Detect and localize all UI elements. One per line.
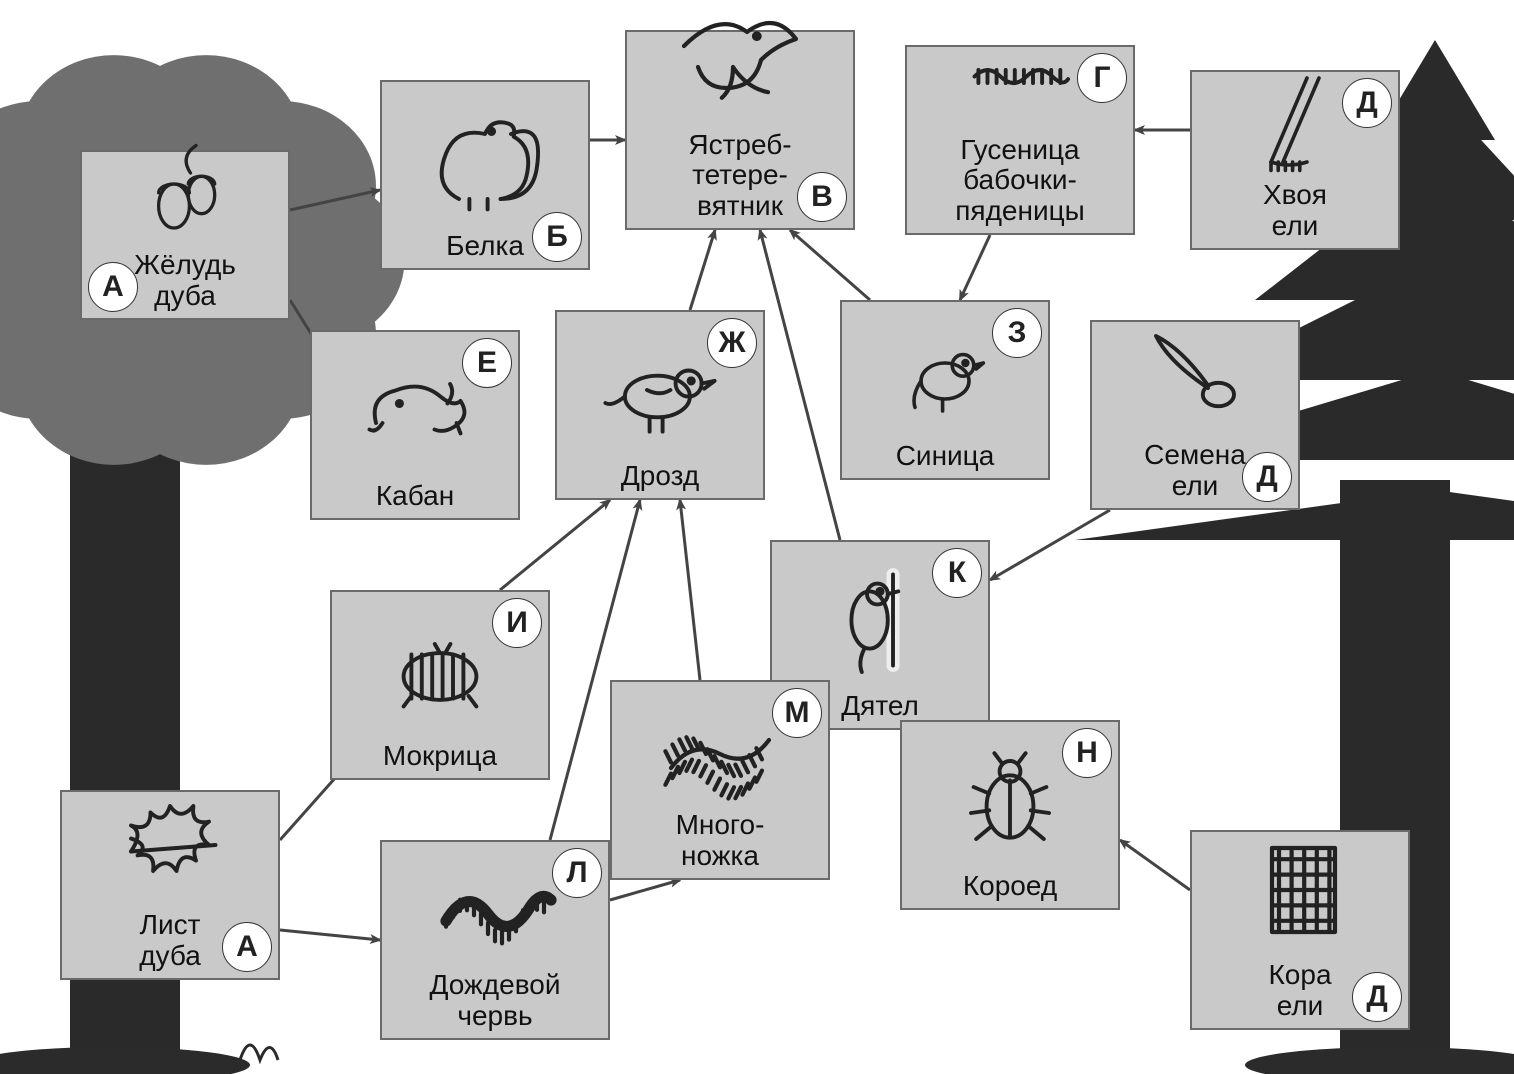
node-boar: Кабан Е [310,330,520,520]
node-label: Синица [896,441,995,472]
node-letter-badge: Б [532,212,582,262]
node-letter-badge: А [222,922,272,972]
node-label: Семена ели [1144,440,1246,502]
node-letter-badge: Л [552,848,602,898]
bark-icon [1198,820,1402,960]
node-label: Короед [963,871,1057,902]
node-earthworm: Дождевой червь Л [380,840,610,1040]
node-needles: Хвоя ели Д [1190,70,1400,250]
node-letter-badge: З [992,308,1042,358]
node-letter-badge: Ж [707,318,757,368]
node-seeds: Семена елиД [1090,320,1300,510]
node-letter-badge: Д [1242,452,1292,502]
node-centipede: Много- ножка М [610,680,830,880]
acorn-icon [88,140,282,250]
squirrel-icon [388,88,582,231]
node-label: Гусеница бабочки- пяденицы [955,135,1085,227]
node-label: Хвоя ели [1263,180,1327,242]
node-label: Кабан [376,481,454,512]
node-barkbeetle: Короед Н [900,720,1120,910]
hawk-icon [633,0,847,130]
node-letter-badge: Е [462,338,512,388]
node-thrush: Дрозд Ж [555,310,765,500]
node-label: Мокрица [383,741,497,772]
node-woodlouse: Мокрица И [330,590,550,780]
food-web-diagram: Жёлудь дубаА БелкаБ Ястреб- тетере- вятн… [0,0,1514,1074]
node-letter-badge: К [932,548,982,598]
node-label: Дрозд [621,461,699,492]
node-letter-badge: Д [1352,972,1402,1022]
node-tit: Синица З [840,300,1050,480]
node-caterpillar: Гусеница бабочки- пяденицы Г [905,45,1135,235]
node-label: Много- ножка [676,810,765,872]
node-label: Ястреб- тетере- вятник [688,130,791,222]
node-hawk: Ястреб- тетере- вятникВ [625,30,855,230]
node-acorn: Жёлудь дубаА [80,150,290,320]
seed-icon [1098,310,1292,440]
node-label: Жёлудь дуба [134,250,236,312]
node-label: Дождевой червь [430,970,561,1032]
node-letter-badge: В [797,172,847,222]
node-oakleaf: Лист дуба А [60,790,280,980]
node-letter-badge: И [492,598,542,648]
node-letter-badge: Д [1342,78,1392,128]
node-letter-badge: Н [1062,728,1112,778]
node-squirrel: Белка Б [380,80,590,270]
node-label: Дятел [841,691,919,722]
node-letter-badge: А [88,262,138,312]
node-label: Кора ели [1268,960,1331,1022]
node-label: Лист дуба [139,910,201,972]
node-bark: Кора ели Д [1190,830,1410,1030]
node-label: Белка [446,231,524,262]
node-letter-badge: М [772,688,822,738]
oakleaf-icon [68,780,272,910]
node-letter-badge: Г [1077,53,1127,103]
